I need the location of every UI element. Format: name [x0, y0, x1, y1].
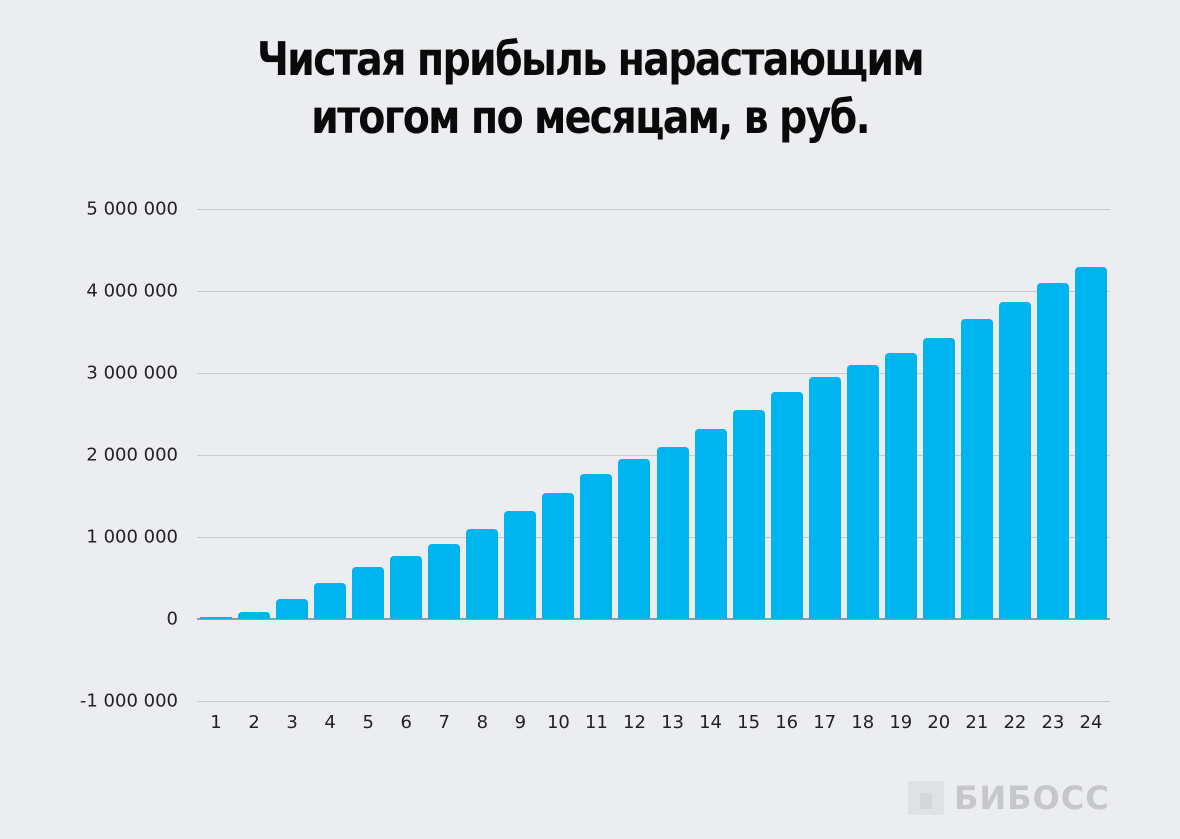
x-axis-tick-label: 9: [514, 712, 527, 733]
x-axis-tick-label: 6: [400, 712, 412, 733]
bar-month-11: [580, 473, 613, 619]
bar-month-3: [276, 599, 309, 619]
x-axis-tick-label: 17: [813, 712, 837, 733]
bar-month-6: [390, 555, 423, 619]
y-axis-tick-label: 4 000 000: [86, 280, 178, 302]
bar-month-19: [884, 353, 917, 619]
bar-month-14: [694, 428, 727, 619]
x-axis-tick-label: 22: [1003, 712, 1027, 733]
y-axis-tick-label: 2 000 000: [86, 444, 178, 466]
gridline: [197, 537, 1110, 538]
bar-month-16: [770, 391, 803, 619]
x-axis-tick-label: 10: [546, 712, 570, 733]
y-axis-tick-label: 5 000 000: [86, 198, 178, 220]
bar-month-5: [352, 567, 385, 619]
x-axis-tick-label: 16: [775, 712, 799, 733]
brand-logo: БИБОСС: [908, 779, 1110, 817]
bar-month-12: [618, 459, 651, 619]
bar-month-13: [656, 446, 689, 619]
logo-mark-icon: [908, 781, 944, 815]
x-axis-tick-label: 8: [476, 712, 489, 733]
chart-title-line-2: итогом по месяцам, в руб.: [311, 90, 871, 144]
x-axis-tick-label: 14: [699, 712, 723, 733]
x-axis-tick-label: 18: [851, 712, 875, 733]
gridline: [197, 373, 1110, 374]
y-axis-tick-label: 0: [166, 608, 178, 630]
bar-month-8: [466, 528, 499, 619]
bar-month-22: [998, 301, 1031, 619]
bar-month-20: [922, 337, 955, 619]
x-axis-tick-label: 19: [889, 712, 913, 733]
gridline: [197, 455, 1110, 456]
x-axis-tick-label: 20: [927, 712, 951, 733]
y-axis-tick-label: 3 000 000: [86, 362, 178, 384]
bar-month-24: [1074, 267, 1107, 619]
gridline: [197, 209, 1110, 210]
x-axis-tick-label: 12: [623, 712, 646, 733]
chart-title-line-1: Чистая прибыль нарастающим: [256, 32, 925, 86]
bar-month-15: [732, 409, 765, 619]
bar-month-21: [960, 318, 993, 619]
bar-month-18: [846, 364, 879, 619]
x-axis-tick-label: 1: [210, 712, 222, 733]
x-axis-tick-label: 4: [324, 712, 336, 733]
chart-title: Чистая прибыль нарастающим итогом по мес…: [83, 30, 1098, 146]
gridline: [197, 291, 1110, 292]
x-axis-tick-label: 21: [965, 712, 989, 733]
gridline: [197, 701, 1110, 702]
bar-month-7: [428, 544, 461, 619]
x-axis-tick-label: 5: [362, 712, 374, 733]
bar-month-2: [238, 612, 271, 619]
zero-axis-line: [197, 618, 1110, 620]
x-axis-tick-label: 3: [286, 712, 298, 733]
bar-month-1: [200, 617, 233, 619]
x-axis-tick-label: 13: [661, 712, 684, 733]
bar-month-10: [542, 492, 575, 619]
bar-month-23: [1036, 282, 1069, 619]
x-axis-tick-label: 23: [1041, 712, 1065, 733]
bar-month-9: [504, 510, 537, 619]
x-axis-tick-label: 7: [438, 712, 450, 733]
x-axis-tick-label: 2: [248, 712, 260, 733]
bar-month-17: [808, 377, 841, 619]
y-axis-tick-label: -1 000 000: [79, 690, 178, 712]
logo-text: БИБОСС: [954, 779, 1110, 817]
x-axis-tick-label: 24: [1079, 712, 1103, 733]
x-axis-tick-label: 15: [737, 712, 761, 733]
x-axis-tick-label: 11: [584, 712, 608, 733]
y-axis-tick-label: 1 000 000: [86, 526, 178, 548]
bar-month-4: [314, 582, 347, 619]
